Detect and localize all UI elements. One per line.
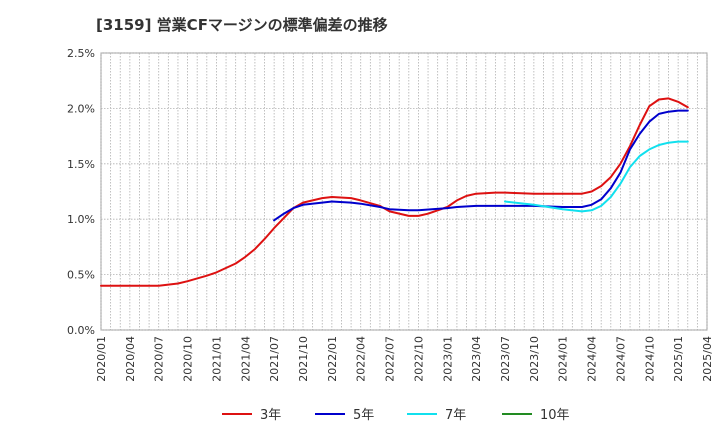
x-tick-label: 2024/04 bbox=[586, 336, 599, 382]
x-tick-label: 2021/07 bbox=[268, 336, 281, 382]
x-tick-label: 2021/04 bbox=[239, 336, 252, 382]
series-line-2 bbox=[273, 109, 689, 222]
x-tick-label: 2022/01 bbox=[326, 336, 339, 382]
y-tick-label: 2.5% bbox=[67, 47, 95, 60]
x-tick-label: 2023/07 bbox=[499, 336, 512, 382]
y-tick-label: 0.0% bbox=[67, 324, 95, 337]
y-tick-label: 1.0% bbox=[67, 213, 95, 226]
y-axis-ticks: 0.0% 0.5% 1.0% 1.5% 2.0% 2.5% bbox=[67, 47, 95, 337]
x-tick-label: 2023/04 bbox=[470, 336, 483, 382]
series-line-3 bbox=[504, 140, 689, 213]
x-tick-label: 2020/07 bbox=[153, 336, 166, 382]
y-tick-label: 1.5% bbox=[67, 158, 95, 171]
x-tick-label: 2022/10 bbox=[412, 336, 425, 382]
x-tick-label: 2024/07 bbox=[614, 336, 627, 382]
x-tick-label: 2020/10 bbox=[182, 336, 195, 382]
x-tick-label: 2021/01 bbox=[210, 336, 223, 382]
chart-title: [3159] 営業CFマージンの標準偏差の推移 bbox=[96, 16, 388, 34]
x-tick-label: 2022/07 bbox=[384, 336, 397, 382]
legend: 3年 5年 7年 10年 bbox=[222, 408, 570, 423]
plot-area bbox=[100, 52, 708, 331]
x-tick-label: 2020/01 bbox=[95, 336, 108, 382]
x-tick-label: 2020/04 bbox=[124, 336, 137, 382]
x-tick-label: 2023/01 bbox=[441, 336, 454, 382]
series-line-1 bbox=[100, 97, 689, 287]
legend-label: 10年 bbox=[540, 408, 570, 423]
legend-label: 7年 bbox=[445, 408, 466, 423]
x-tick-label: 2025/04 bbox=[701, 336, 714, 382]
y-tick-label: 2.0% bbox=[67, 102, 95, 115]
series-lines bbox=[100, 97, 689, 287]
x-tick-label: 2024/01 bbox=[557, 336, 570, 382]
legend-label: 3年 bbox=[260, 408, 281, 423]
legend-label: 5年 bbox=[353, 408, 374, 423]
x-tick-label: 2025/01 bbox=[672, 336, 685, 382]
x-tick-label: 2023/10 bbox=[528, 336, 541, 382]
y-tick-label: 0.5% bbox=[67, 269, 95, 282]
x-axis-ticks: 2020/01 2020/04 2020/07 2020/10 2021/01 2021/… bbox=[95, 336, 714, 382]
x-tick-label: 2022/04 bbox=[355, 336, 368, 382]
x-tick-label: 2024/10 bbox=[643, 336, 656, 382]
x-tick-label: 2021/10 bbox=[297, 336, 310, 382]
